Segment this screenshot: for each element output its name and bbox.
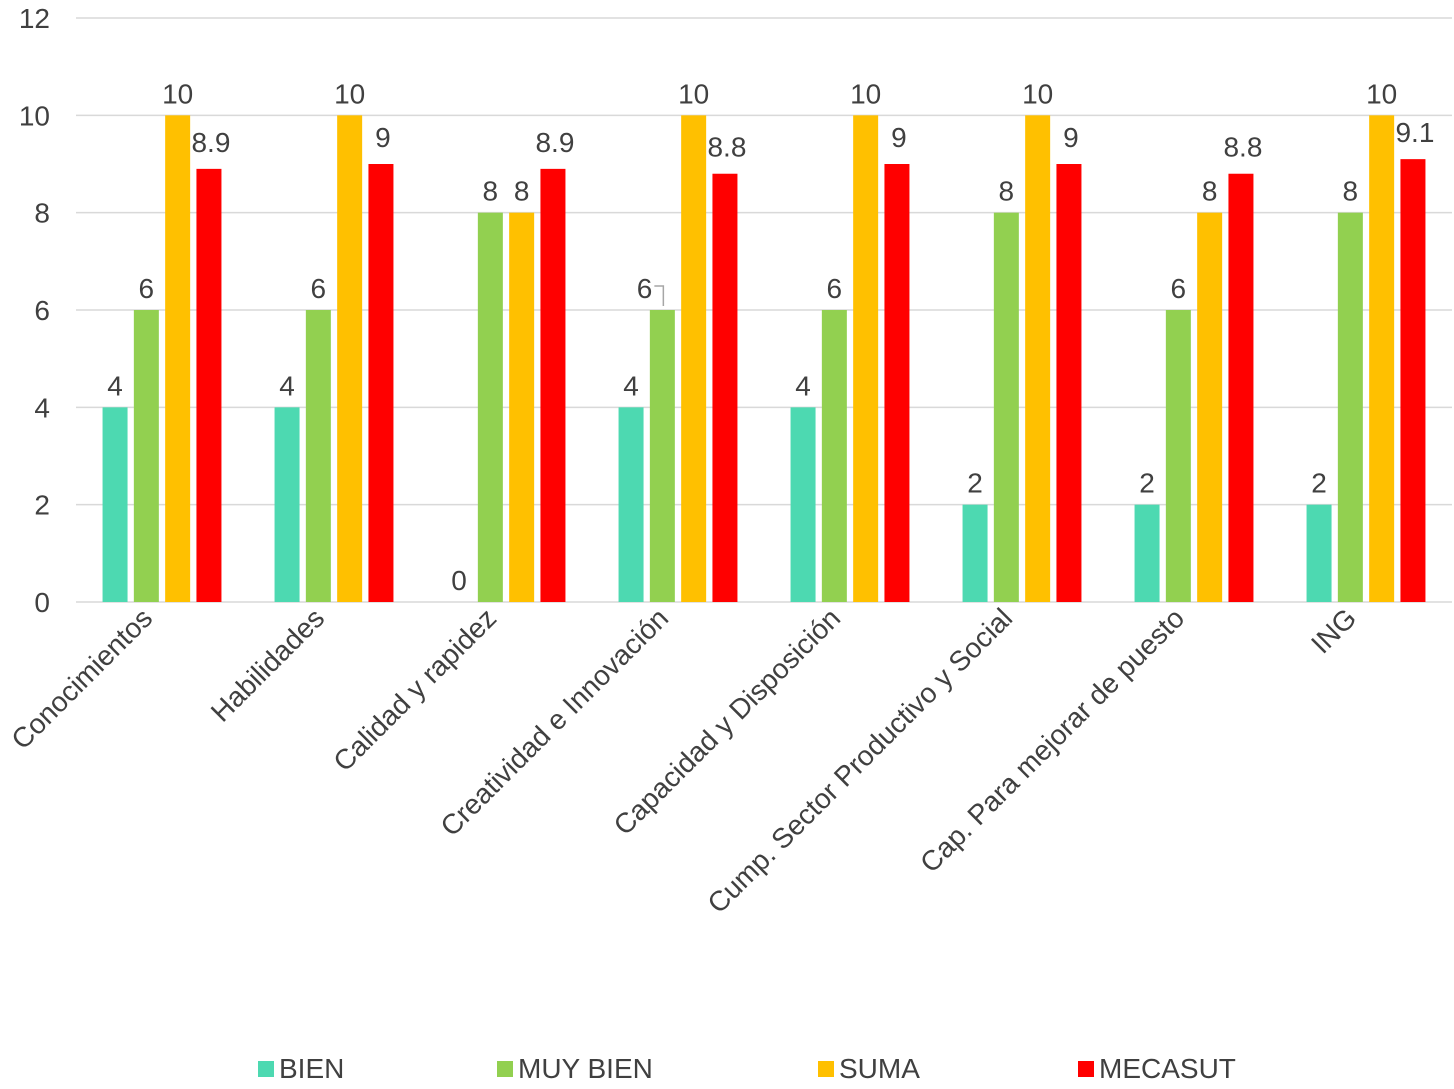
leader-line (654, 285, 665, 306)
legend-swatch-muy-bien (497, 1061, 513, 1077)
bar-mecasut (540, 168, 566, 602)
data-label: 6 (827, 273, 843, 304)
bar-muy-bien (133, 310, 159, 602)
bar-suma (681, 115, 707, 602)
bar-muy-bien (305, 310, 331, 602)
data-label: 2 (1311, 468, 1327, 499)
bar-muy-bien (477, 212, 503, 602)
bar-mecasut (368, 164, 394, 602)
bar-muy-bien (1337, 212, 1363, 602)
bar-bien (618, 407, 644, 602)
bar-mecasut (1056, 164, 1082, 602)
bar-suma (509, 212, 535, 602)
data-label: 8.8 (707, 132, 746, 163)
data-label: 10 (678, 78, 709, 109)
data-label: 10 (1022, 78, 1053, 109)
bar-bien (1306, 504, 1332, 602)
data-label: 8 (483, 176, 499, 207)
bar-suma (1025, 115, 1051, 602)
data-label: 9 (891, 122, 907, 153)
y-tick-label: 4 (34, 392, 50, 423)
bar-suma (1369, 115, 1395, 602)
y-axis: 0 2 4 6 8 10 12 (19, 3, 50, 618)
bar-bien (274, 407, 300, 602)
legend-label-mecasut: MECASUT (1099, 1053, 1236, 1084)
legend: BIEN MUY BIEN SUMA MECASUT (0, 1052, 1454, 1086)
bar-muy-bien (649, 310, 675, 602)
bar-bien (962, 504, 988, 602)
bar-bien (1134, 504, 1160, 602)
bar-suma (1197, 212, 1223, 602)
data-label: 6 (139, 273, 155, 304)
bar-suma (853, 115, 879, 602)
data-label: 10 (162, 78, 193, 109)
bar-mecasut (1228, 173, 1254, 602)
bar-mecasut (1400, 159, 1426, 602)
data-label: 4 (107, 370, 123, 401)
y-tick-label: 0 (34, 587, 50, 618)
data-label: 6 (637, 273, 653, 304)
bar-mecasut (884, 164, 910, 602)
bar-mecasut (196, 168, 222, 602)
data-label: 9 (375, 122, 391, 153)
data-label: 8 (1202, 176, 1218, 207)
bar-suma (165, 115, 191, 602)
y-tick-label: 8 (34, 198, 50, 229)
legend-label-suma: SUMA (839, 1053, 920, 1084)
bar-bien (102, 407, 128, 602)
bar-muy-bien (993, 212, 1019, 602)
data-label: 10 (1366, 78, 1397, 109)
legend-item-muy-bien: MUY BIEN (497, 1052, 653, 1086)
bar-suma (337, 115, 363, 602)
legend-swatch-bien (258, 1061, 274, 1077)
data-label: 8 (514, 176, 530, 207)
data-label: 8.8 (1223, 132, 1262, 163)
bars (102, 115, 1426, 602)
y-tick-label: 12 (19, 3, 50, 34)
bar-mecasut (712, 173, 738, 602)
legend-item-mecasut: MECASUT (1078, 1052, 1236, 1086)
data-label: 8.9 (191, 127, 230, 158)
data-label: 0 (451, 565, 467, 596)
legend-item-bien: BIEN (258, 1052, 344, 1086)
y-tick-label: 10 (19, 100, 50, 131)
y-tick-label: 6 (34, 295, 50, 326)
legend-item-suma: SUMA (818, 1052, 920, 1086)
data-label: 8 (999, 176, 1015, 207)
gridlines (76, 17, 1452, 603)
legend-label-bien: BIEN (279, 1053, 345, 1084)
data-label: 2 (967, 468, 983, 499)
x-tick-label: Calidad y rapidez (327, 602, 502, 777)
data-label: 4 (279, 370, 295, 401)
data-label: 9 (1063, 122, 1079, 153)
legend-label-muy-bien: MUY BIEN (518, 1053, 653, 1084)
bar-bien (790, 407, 816, 602)
data-label: 10 (850, 78, 881, 109)
bar-muy-bien (821, 310, 847, 602)
data-label: 6 (311, 273, 327, 304)
data-label: 2 (1139, 468, 1155, 499)
y-tick-label: 2 (34, 490, 50, 521)
legend-swatch-mecasut (1078, 1061, 1094, 1077)
legend-swatch-suma (818, 1061, 834, 1077)
data-label: 6 (1171, 273, 1187, 304)
x-tick-label: ING (1305, 602, 1362, 659)
bar-muy-bien (1165, 310, 1191, 602)
data-label: 8.9 (535, 127, 574, 158)
data-label: 9.1 (1395, 117, 1434, 148)
data-label: 4 (623, 370, 639, 401)
data-label: 4 (795, 370, 811, 401)
data-label: 10 (334, 78, 365, 109)
x-tick-label: Cump. Sector Productivo y Social (701, 602, 1018, 919)
data-label: 8 (1343, 176, 1359, 207)
x-tick-label: Habilidades (205, 602, 330, 727)
x-tick-label: Conocimientos (5, 602, 158, 755)
